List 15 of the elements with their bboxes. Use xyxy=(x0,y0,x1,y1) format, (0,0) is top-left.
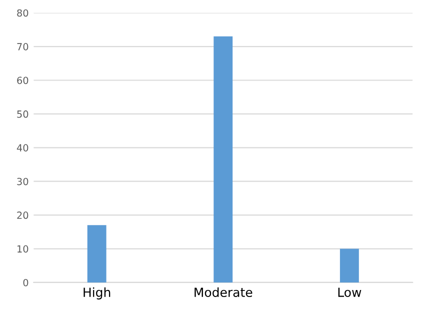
y-tick-label: 0 xyxy=(23,278,28,286)
bar xyxy=(340,248,359,282)
y-tick-label: 20 xyxy=(17,212,28,219)
x-tick-label: Moderate xyxy=(194,287,252,298)
y-tick-label: 30 xyxy=(17,178,28,186)
y-tick-label: 80 xyxy=(17,9,28,17)
bar xyxy=(87,225,106,282)
y-tick-label: 40 xyxy=(16,144,28,152)
y-tick-label: 10 xyxy=(18,245,28,253)
y-tick-label: 70 xyxy=(17,43,28,50)
x-tick-label: High xyxy=(84,287,110,300)
bar xyxy=(214,36,233,282)
y-tick-label: 50 xyxy=(17,110,28,118)
x-tick-label: Low xyxy=(338,288,362,298)
y-tick-label: 60 xyxy=(17,76,28,84)
